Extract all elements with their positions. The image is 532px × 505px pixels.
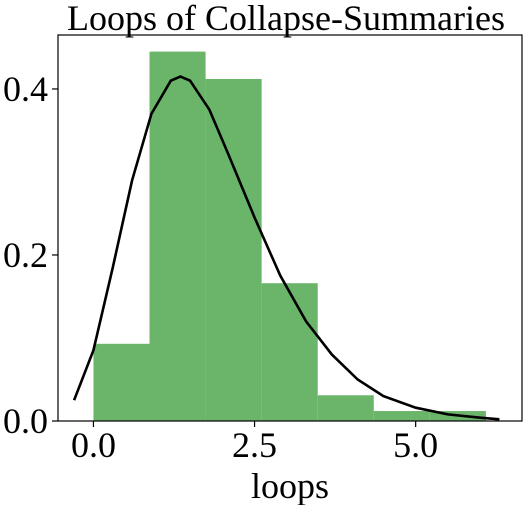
x-axis-ticks: 0.0 2.5 5.0 (71, 421, 438, 465)
histogram-bar-5 (317, 395, 374, 421)
histogram-bar-6 (373, 411, 430, 421)
x-axis-label: loops (251, 466, 329, 505)
density-curve (72, 75, 500, 421)
y-tick-label-3: 0.4 (3, 69, 48, 109)
y-tick-label-1: 0.0 (3, 401, 48, 441)
plot-frame (57, 34, 523, 422)
histogram-bars (93, 51, 486, 422)
y-axis-ticks: 0.0 0.2 0.4 (3, 69, 58, 441)
histogram-bar-4 (261, 283, 318, 421)
x-tick-label-2: 2.5 (232, 425, 277, 465)
x-tick-label-3: 5.0 (393, 425, 438, 465)
x-tick-label-1: 0.0 (71, 425, 116, 465)
histogram-bar-3 (205, 78, 262, 421)
histogram-bar-1 (93, 343, 150, 421)
y-tick-label-2: 0.2 (3, 235, 48, 275)
histogram-bar-2 (149, 51, 206, 422)
chart-title: Loops of Collapse-Summaries (67, 0, 505, 38)
